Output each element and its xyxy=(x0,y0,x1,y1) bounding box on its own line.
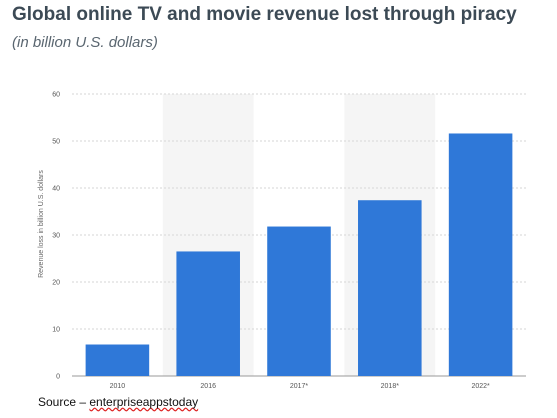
chart-panel: 0 10 20 30 40 50 60 2010 2016 2017* 2018* 2022* Re… xyxy=(12,64,526,392)
y-tick-label: 10 xyxy=(52,327,60,334)
y-tick-label: 40 xyxy=(52,186,60,193)
bar-2016[interactable] xyxy=(176,251,240,376)
bar-2017[interactable] xyxy=(267,226,331,376)
source-note: Source – enterpriseappstoday xyxy=(38,395,198,409)
y-tick-label: 0 xyxy=(56,374,60,381)
chart-title: Global online TV and movie revenue lost … xyxy=(12,4,517,25)
y-tick-label: 20 xyxy=(52,280,60,287)
bar-2022[interactable] xyxy=(448,133,513,376)
y-axis-label: Revenue loss in billion U.S. dollars xyxy=(38,170,45,278)
x-tick-label: 2017* xyxy=(290,383,309,390)
y-tick-label: 60 xyxy=(52,92,60,99)
chart-subtitle: (in billion U.S. dollars) xyxy=(12,34,158,51)
bar-2018[interactable] xyxy=(358,200,422,376)
x-tick-label: 2018* xyxy=(381,383,400,390)
bar-chart: 0 10 20 30 40 50 60 2010 2016 2017* 2018* 2022* Re… xyxy=(38,92,526,390)
source-prefix: Source – xyxy=(38,395,90,409)
y-tick-label: 50 xyxy=(52,139,60,146)
x-tick-label: 2022* xyxy=(471,383,490,390)
y-tick-label: 30 xyxy=(52,233,60,240)
x-tick-label: 2016 xyxy=(200,383,216,390)
bar-2010[interactable] xyxy=(85,344,150,376)
x-tick-label: 2010 xyxy=(110,383,126,390)
source-name: enterpriseappstoday xyxy=(89,395,199,409)
